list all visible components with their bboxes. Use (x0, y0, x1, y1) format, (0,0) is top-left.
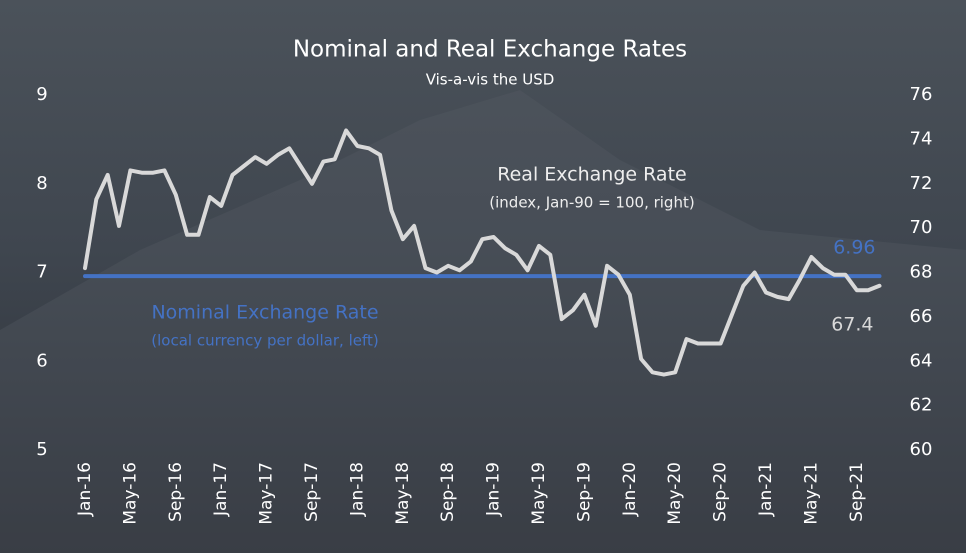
y2-tick-label: 66 (910, 306, 933, 327)
value-label: 67.4 (831, 313, 873, 335)
y2-tick-label: 68 (910, 262, 933, 283)
y-tick-label: 8 (36, 173, 47, 194)
x-tick-label: May-16 (120, 462, 140, 525)
x-tick-label: Sep-18 (438, 462, 458, 522)
y-tick-label: 6 (36, 350, 47, 371)
chart-title: Nominal and Real Exchange Rates (293, 37, 687, 63)
x-tick-label: Jan-19 (484, 462, 504, 517)
series-note: (index, Jan-90 = 100, right) (489, 194, 694, 212)
x-tick-label: May-19 (529, 462, 549, 525)
x-tick-label: May-18 (393, 462, 413, 525)
y2-tick-label: 74 (910, 128, 933, 149)
series-label: Real Exchange Rate (497, 164, 686, 186)
chart: Nominal and Real Exchange Rates Vis-a-vi… (0, 0, 966, 553)
x-tick-label: Sep-16 (166, 462, 186, 522)
y-tick-label: 7 (36, 262, 47, 283)
x-tick-label: May-17 (257, 462, 277, 525)
x-tick-label: Jan-18 (347, 462, 367, 517)
x-tick-label: May-21 (801, 462, 821, 525)
series-label: Nominal Exchange Rate (151, 302, 378, 324)
x-tick-label: Sep-19 (574, 462, 594, 522)
series-note: (local currency per dollar, left) (151, 332, 378, 350)
x-tick-label: Jan-16 (75, 462, 95, 517)
chart-subtitle: Vis-a-vis the USD (426, 71, 555, 89)
x-tick-label: Sep-21 (847, 462, 867, 522)
y-tick-label: 9 (36, 84, 47, 105)
x-tick-label: Jan-21 (756, 462, 776, 517)
value-label: 6.96 (833, 237, 875, 259)
y2-tick-label: 62 (910, 395, 933, 416)
y-tick-label: 5 (36, 439, 47, 460)
x-tick-label: Jan-17 (211, 462, 231, 517)
x-tick-label: Jan-20 (620, 462, 640, 517)
y2-tick-label: 64 (910, 350, 933, 371)
y2-tick-label: 70 (910, 217, 933, 238)
y2-tick-label: 76 (910, 84, 933, 105)
y2-tick-label: 60 (910, 439, 933, 460)
y2-tick-label: 72 (910, 173, 933, 194)
x-tick-label: May-20 (665, 462, 685, 525)
x-tick-label: Sep-20 (711, 462, 731, 522)
x-tick-label: Sep-17 (302, 462, 322, 522)
